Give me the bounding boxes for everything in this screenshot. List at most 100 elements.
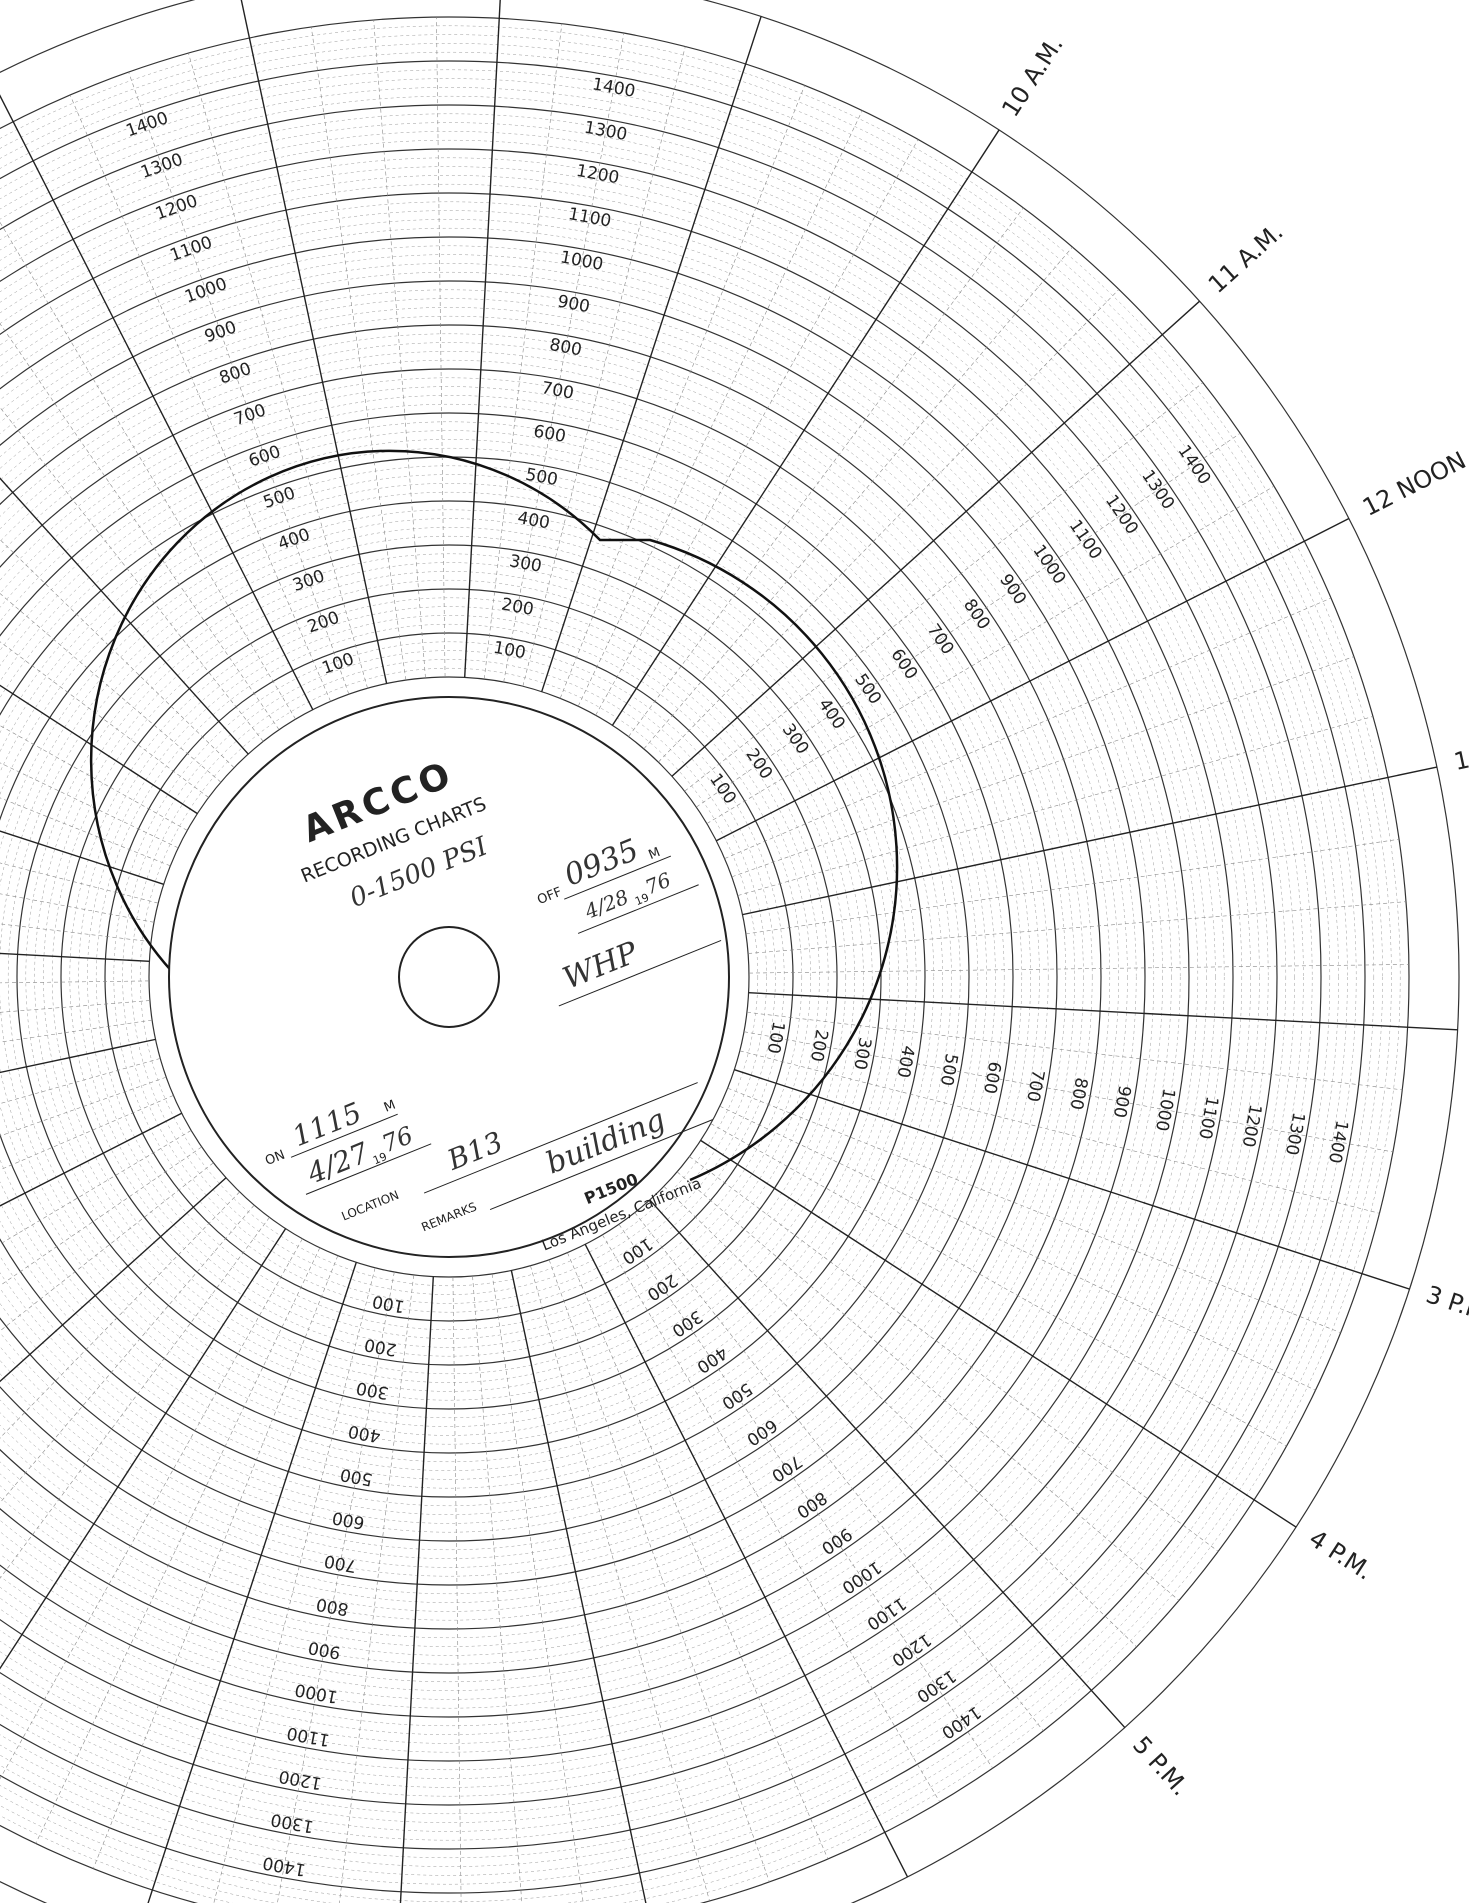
ring [0, 16, 1410, 1903]
hour-line [0, 952, 150, 962]
ring [0, 175, 1251, 1779]
quarter-line [92, 1255, 339, 1869]
ring [131, 659, 767, 1295]
hour-line [0, 830, 164, 885]
on-label: ON [263, 1148, 287, 1169]
quarter-line [577, 110, 863, 707]
ring [95, 623, 803, 1331]
rule [577, 884, 699, 934]
ring [0, 395, 1031, 1559]
quarter-line [0, 221, 296, 720]
quarter-line [676, 1171, 1180, 1601]
quarter-line [719, 1105, 1316, 1391]
ring [0, 360, 1066, 1594]
quarter-line [739, 1050, 1380, 1214]
ring [0, 509, 917, 1445]
ring [0, 377, 1049, 1577]
ring [148, 676, 750, 1278]
hour-line [700, 1139, 1297, 1528]
quarter-line [748, 964, 1409, 974]
hour-line [742, 766, 1438, 916]
quarter-line [559, 85, 806, 699]
center-hole [398, 926, 500, 1028]
ring [0, 245, 1181, 1709]
quarter-line [0, 1191, 240, 1439]
quarter-line [696, 433, 1241, 808]
ring [0, 104, 1322, 1850]
ring [0, 289, 1137, 1665]
hour-line [510, 1270, 647, 1903]
ring [0, 492, 934, 1462]
quarter-line [0, 323, 280, 730]
ring [139, 667, 759, 1287]
ring [0, 210, 1216, 1744]
quarter-line [472, 1276, 523, 1903]
quarter-line [628, 207, 1024, 737]
ring [0, 192, 1234, 1762]
quarter-line [188, 52, 368, 689]
ring [0, 333, 1093, 1621]
hour-line [584, 1243, 909, 1878]
hour-line [0, 684, 198, 815]
hour-line [0, 1228, 287, 1670]
ring [60, 588, 838, 1366]
ring [0, 351, 1075, 1603]
ring [0, 404, 1022, 1550]
quarter-line [706, 485, 1275, 824]
on-suffix: M [382, 1098, 398, 1116]
hour-line [611, 129, 1000, 726]
ring [0, 368, 1058, 1586]
quarter-line [745, 838, 1400, 935]
rule [290, 1113, 398, 1158]
quarter-line [310, 26, 407, 681]
ring [16, 544, 882, 1410]
quarter-line [339, 1274, 415, 1903]
ring [0, 412, 1014, 1542]
quarter-line [503, 33, 625, 683]
ring [0, 228, 1198, 1726]
ring [0, 263, 1163, 1691]
off-year-prefix: 19 [633, 891, 651, 908]
quarter-line [69, 94, 331, 702]
ring [113, 641, 785, 1313]
ring [43, 571, 855, 1383]
hour-line [399, 1276, 434, 1903]
hour-line [715, 517, 1350, 842]
ring [0, 448, 978, 1506]
quarter-line [602, 1234, 941, 1803]
ring [104, 632, 794, 1322]
quarter-line [727, 1087, 1341, 1334]
ring [87, 615, 811, 1339]
hour-line [0, 94, 314, 711]
quarter-line [35, 1247, 321, 1844]
ring [34, 562, 864, 1392]
ring [0, 386, 1040, 1568]
ring [0, 280, 1146, 1674]
ring [0, 518, 908, 1436]
ring [0, 184, 1242, 1770]
quarter-line [213, 1267, 376, 1903]
ring [7, 535, 891, 1419]
ring [25, 553, 873, 1401]
rule [305, 1143, 432, 1195]
quarter-line [634, 1212, 1044, 1732]
ring [0, 527, 899, 1427]
ring [0, 60, 1366, 1894]
quarter-line [128, 71, 350, 695]
quarter-line [746, 1011, 1403, 1091]
ring [51, 579, 847, 1375]
ring [0, 236, 1190, 1718]
quarter-line [743, 1031, 1393, 1153]
ring [0, 324, 1102, 1630]
hour-line [0, 1177, 227, 1383]
ring [0, 272, 1154, 1682]
hour-line [734, 1069, 1410, 1290]
rule [489, 1119, 713, 1210]
ring [0, 219, 1207, 1735]
ring [122, 650, 776, 1304]
quarter-line [452, 1276, 462, 1903]
ring [78, 606, 820, 1348]
quarter-line [658, 289, 1120, 763]
